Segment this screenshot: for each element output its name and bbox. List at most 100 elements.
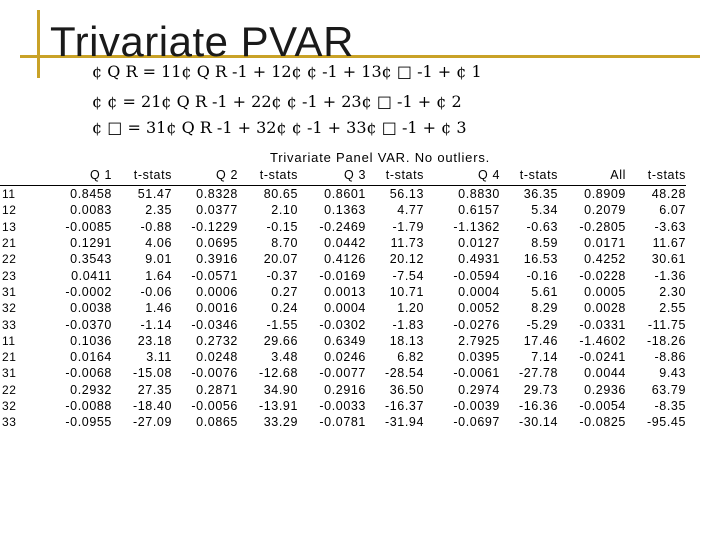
table-cell: -0.0068 bbox=[65, 366, 112, 381]
column-header: t-stats bbox=[366, 168, 424, 186]
table-cell: 51.47 bbox=[137, 187, 172, 202]
table-cell: -0.0076 bbox=[191, 366, 238, 381]
table-cell: -0.2469 bbox=[319, 219, 366, 234]
row-label: 33 bbox=[2, 415, 17, 430]
table-cell: 0.0038 bbox=[70, 301, 112, 316]
row-label: 11 bbox=[2, 187, 16, 202]
table-cell: -1.79 bbox=[392, 219, 424, 234]
table-cell: -1.55 bbox=[266, 317, 298, 332]
table-row: 12 0.0083 2.35 0.0377 2.10 0.1363 4.77 0.6157 5.… bbox=[0, 202, 686, 218]
table-cell: 0.0395 bbox=[458, 350, 500, 365]
table-cell: 5.34 bbox=[531, 203, 558, 218]
table-cell: 63.79 bbox=[651, 382, 686, 397]
table-cell: 0.0248 bbox=[196, 350, 238, 365]
table-row: 31 -0.0068 -15.08 -0.0076 -12.68 -0.0077 -28.5… bbox=[0, 365, 686, 381]
table-cell: 3.48 bbox=[271, 350, 298, 365]
table-cell: 11.67 bbox=[652, 236, 686, 251]
table-cell: -0.0077 bbox=[319, 366, 366, 381]
table-cell: 2.35 bbox=[145, 203, 172, 218]
table-row: 11 0.8458 51.47 0.8328 80.65 0.8601 56.13 0.883… bbox=[0, 186, 686, 203]
table-cell: 4.77 bbox=[397, 203, 424, 218]
table-caption: Trivariate Panel VAR. No outliers. bbox=[269, 150, 491, 165]
slide-title: Trivariate PVAR bbox=[50, 18, 354, 65]
table-cell: 0.8328 bbox=[196, 187, 238, 202]
table-cell: 0.0171 bbox=[584, 236, 626, 251]
table-cell: 0.6349 bbox=[324, 333, 366, 348]
table-row: 13 -0.0085 -0.88 -0.1229 -0.15 -0.2469 -1.79 -1… bbox=[0, 219, 686, 235]
row-label: 21 bbox=[2, 350, 17, 365]
column-header: t-stats bbox=[626, 168, 686, 186]
table-cell: 11.73 bbox=[390, 236, 424, 251]
table-cell: -0.63 bbox=[526, 219, 558, 234]
table-cell: -5.29 bbox=[526, 317, 558, 332]
table-cell: -0.0054 bbox=[579, 399, 626, 413]
column-header: All bbox=[558, 168, 626, 186]
table-cell: 0.4126 bbox=[324, 252, 366, 267]
table-cell: 0.4252 bbox=[584, 252, 626, 267]
table-cell: 30.61 bbox=[651, 252, 686, 267]
table-cell: 4.06 bbox=[145, 236, 172, 251]
table-cell: 6.82 bbox=[397, 350, 424, 365]
row-label: 32 bbox=[2, 399, 17, 413]
row-label: 21 bbox=[2, 236, 17, 251]
table-cell: 2.7925 bbox=[458, 333, 500, 348]
table-cell: -0.06 bbox=[140, 284, 172, 299]
row-label: 22 bbox=[2, 252, 17, 267]
table-cell: 56.13 bbox=[389, 187, 424, 202]
table-cell: -3.63 bbox=[654, 219, 686, 234]
table-cell: 1.46 bbox=[145, 301, 172, 316]
row-label: 31 bbox=[2, 284, 17, 299]
table-cell: 0.0028 bbox=[584, 301, 626, 316]
table-cell: 2.55 bbox=[659, 301, 686, 316]
table-cell: 0.0865 bbox=[196, 415, 238, 430]
table-cell: 8.59 bbox=[531, 236, 558, 251]
table-cell: 16.53 bbox=[523, 252, 558, 267]
table-cell: 2.10 bbox=[271, 203, 298, 218]
table-cell: -11.75 bbox=[647, 317, 686, 332]
table-cell: 1.20 bbox=[397, 301, 424, 316]
table-cell: -0.88 bbox=[140, 219, 172, 234]
table-cell: 0.0695 bbox=[196, 236, 238, 251]
table-cell: -28.54 bbox=[384, 366, 424, 381]
table-cell: -0.2805 bbox=[579, 219, 626, 234]
table-cell: 29.73 bbox=[523, 382, 558, 397]
table-cell: -8.35 bbox=[654, 399, 686, 413]
table-cell: -0.0228 bbox=[579, 268, 626, 283]
table-cell: 0.0377 bbox=[196, 203, 238, 218]
table-row: 21 0.1291 4.06 0.0695 8.70 0.0442 11.73 0.0127 8… bbox=[0, 235, 686, 251]
row-label: 31 bbox=[2, 366, 17, 381]
table-cell: 20.12 bbox=[389, 252, 424, 267]
table-cell: 0.0127 bbox=[458, 236, 500, 251]
table-row: 32 0.0038 1.46 0.0016 0.24 0.0004 1.20 0.0052 8.… bbox=[0, 300, 686, 316]
table-cell: 9.01 bbox=[145, 252, 172, 267]
table-cell: 0.0442 bbox=[324, 236, 366, 251]
table-cell: 0.0013 bbox=[324, 284, 366, 299]
table-cell: 36.35 bbox=[523, 187, 558, 202]
table-cell: 0.0044 bbox=[584, 366, 626, 381]
table-cell: 1.64 bbox=[145, 268, 172, 283]
table-cell: -1.14 bbox=[140, 317, 172, 332]
table-cell: -0.0056 bbox=[191, 399, 238, 413]
table-cell: -0.0241 bbox=[579, 350, 626, 365]
equation-2: ¢ ¢ = 21¢ Q R -1 + 22¢ ¢ -1 + 23¢ □ -1 +… bbox=[92, 92, 462, 111]
table-cell: 0.0083 bbox=[70, 203, 112, 218]
title-accent-bar bbox=[37, 10, 40, 78]
table-cell: -0.15 bbox=[266, 219, 298, 234]
table-cell: 0.8601 bbox=[324, 187, 366, 202]
table-row: 33 -0.0370 -1.14 -0.0346 -1.55 -0.0302 -1.83 -0… bbox=[0, 316, 686, 332]
table-cell: 17.46 bbox=[523, 333, 558, 348]
table-cell: -0.0033 bbox=[319, 399, 366, 413]
table-cell: -30.14 bbox=[518, 415, 558, 430]
table-row: 23 0.0411 1.64 -0.0571 -0.37 -0.0169 -7.54 -0.0… bbox=[0, 267, 686, 283]
table-cell: -0.0088 bbox=[65, 399, 112, 413]
table-cell: -0.0825 bbox=[579, 415, 626, 430]
table-cell: -1.4602 bbox=[579, 333, 626, 348]
table-cell: -0.0697 bbox=[453, 415, 500, 430]
table-cell: 0.4931 bbox=[458, 252, 500, 267]
table-row: 11 0.1036 23.18 0.2732 29.66 0.6349 18.13 2.792… bbox=[0, 333, 686, 349]
table-cell: -0.37 bbox=[266, 268, 298, 283]
table-cell: 18.13 bbox=[389, 333, 424, 348]
table-cell: 0.2932 bbox=[70, 382, 112, 397]
table-cell: -0.0594 bbox=[453, 268, 500, 283]
table-cell: 0.2974 bbox=[458, 382, 500, 397]
